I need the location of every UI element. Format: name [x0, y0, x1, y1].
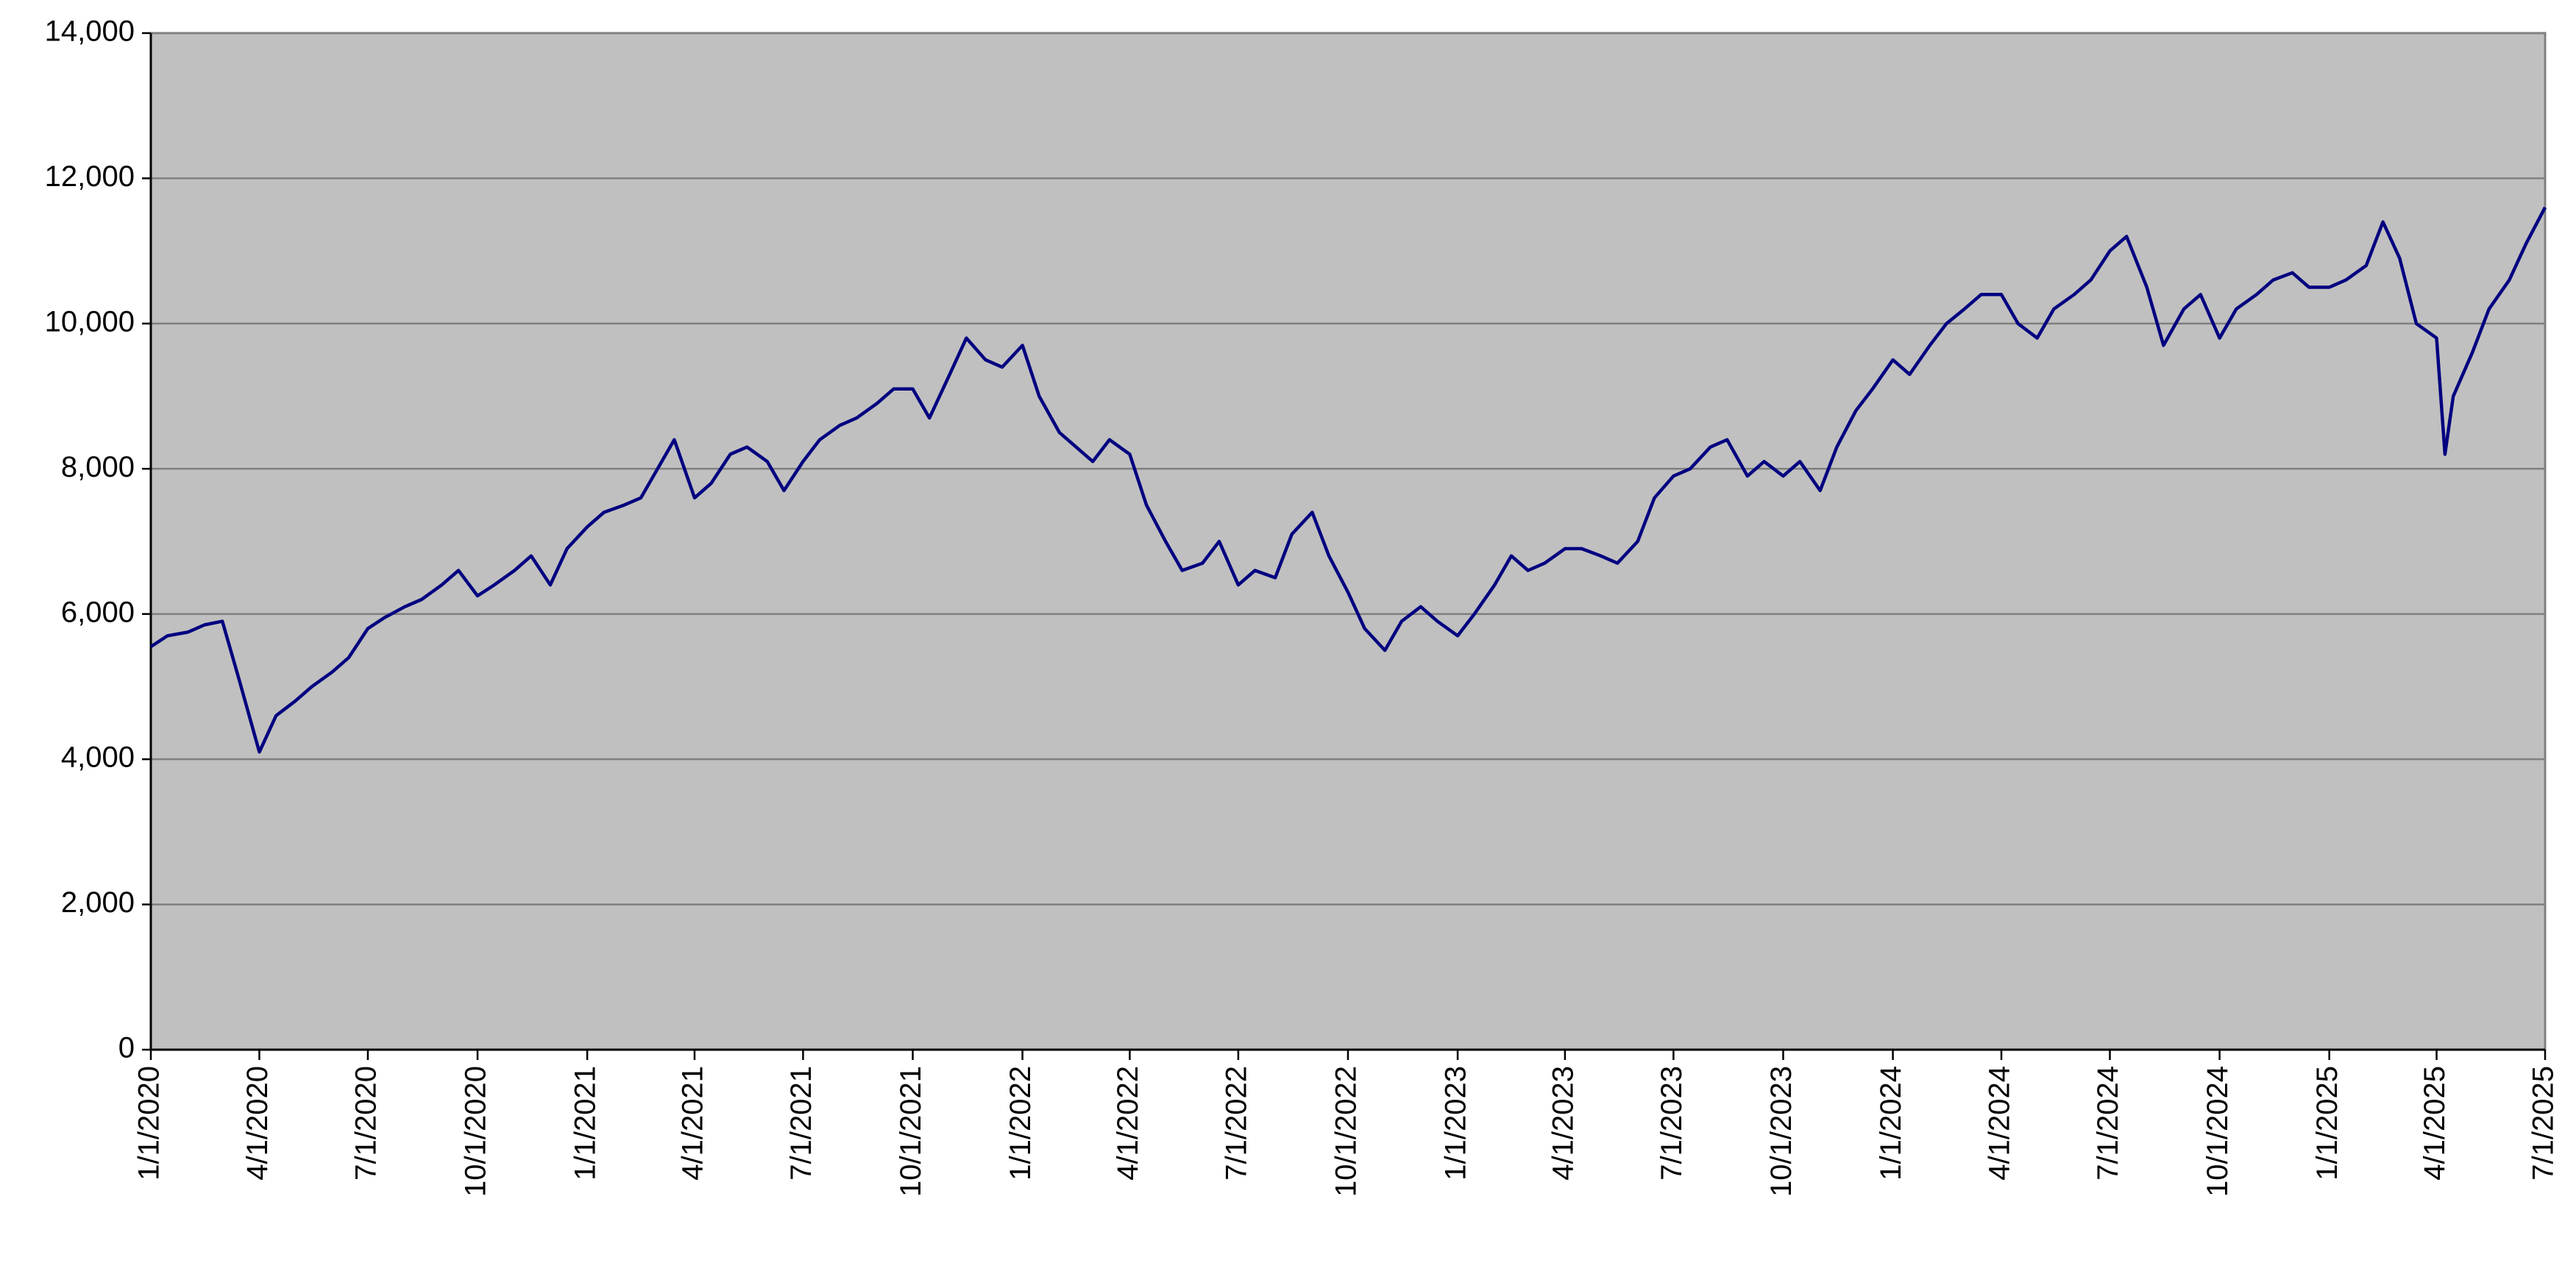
x-tick-label: 10/1/2020 — [460, 1066, 492, 1197]
series-line — [149, 206, 2547, 754]
y-tick-label: 8,000 — [61, 451, 135, 483]
y-tick-label: 10,000 — [45, 305, 135, 338]
x-tick-label: 4/1/2022 — [1112, 1066, 1144, 1181]
y-tick-label: 0 — [118, 1032, 135, 1064]
y-tick-label: 6,000 — [61, 596, 135, 628]
x-tick-label: 1/1/2023 — [1440, 1066, 1472, 1181]
y-tick-label: 14,000 — [45, 15, 135, 48]
x-tick-label: 1/1/2021 — [570, 1066, 602, 1181]
plot-area — [149, 32, 2547, 1051]
x-tick-label: 4/1/2024 — [1984, 1066, 2016, 1181]
x-tick-label: 7/1/2020 — [350, 1066, 382, 1181]
x-tick-label: 4/1/2020 — [241, 1066, 274, 1181]
x-tick-label: 7/1/2022 — [1220, 1066, 1252, 1181]
x-tick-label: 7/1/2024 — [2092, 1066, 2124, 1181]
x-tick-label: 10/1/2022 — [1330, 1066, 1363, 1197]
x-tick-label: 7/1/2023 — [1656, 1066, 1688, 1181]
x-tick-label: 1/1/2020 — [133, 1066, 166, 1181]
y-tick-label: 4,000 — [61, 741, 135, 774]
x-tick-label: 4/1/2023 — [1547, 1066, 1579, 1181]
x-tick-label: 1/1/2024 — [1875, 1066, 1907, 1181]
x-tick-label: 10/1/2024 — [2201, 1066, 2234, 1197]
x-tick-label: 10/1/2023 — [1765, 1066, 1798, 1197]
x-tick-label: 4/1/2025 — [2419, 1066, 2451, 1181]
x-tick-label: 1/1/2025 — [2311, 1066, 2343, 1181]
x-tick-label: 7/1/2025 — [2527, 1066, 2560, 1181]
x-tick-label: 1/1/2022 — [1004, 1066, 1037, 1181]
x-tick-label: 7/1/2021 — [785, 1066, 817, 1181]
x-tick-label: 4/1/2021 — [677, 1066, 709, 1181]
y-tick-label: 2,000 — [61, 886, 135, 919]
y-tick-label: 12,000 — [45, 160, 135, 193]
x-tick-label: 10/1/2021 — [895, 1066, 927, 1197]
